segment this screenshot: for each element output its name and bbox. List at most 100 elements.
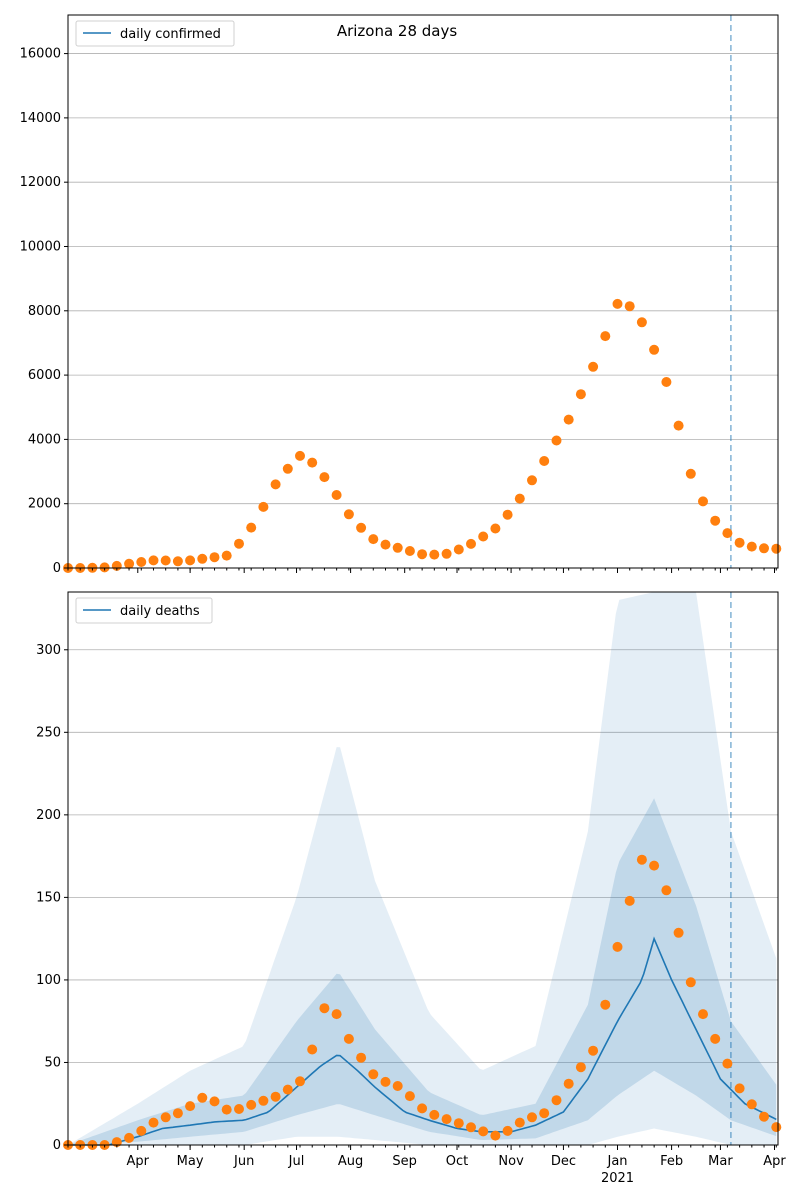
x-tick-label-apr: Apr: [127, 1154, 150, 1169]
point-deaths: [612, 941, 623, 952]
point-confirmed: [234, 538, 244, 549]
y-tick-label-250: 250: [36, 725, 61, 740]
point-deaths: [478, 1126, 489, 1137]
point-confirmed: [514, 493, 525, 504]
y-tick-label-0: 0: [53, 561, 61, 576]
point-confirmed: [404, 546, 415, 556]
y-tick-label-12000: 12000: [20, 175, 61, 190]
x-tick-label-jul: Jul: [288, 1154, 305, 1169]
y-tick-label-150: 150: [36, 890, 61, 905]
confirmed-legend: daily confirmed: [75, 20, 235, 47]
point-deaths: [624, 895, 635, 906]
point-deaths: [404, 1091, 415, 1102]
point-deaths: [392, 1081, 403, 1091]
point-deaths: [246, 1099, 257, 1110]
x-tick-label-may: May: [177, 1154, 204, 1169]
y-tick-label-2000: 2000: [28, 497, 61, 512]
point-confirmed: [734, 537, 745, 548]
point-confirmed: [673, 420, 684, 431]
y-tick-label-4000: 4000: [28, 432, 61, 447]
point-confirmed: [331, 490, 342, 500]
point-deaths: [734, 1083, 745, 1094]
point-confirmed: [270, 479, 281, 490]
x-tick-label-jun: Jun: [233, 1154, 254, 1169]
y-tick-label-100: 100: [36, 973, 61, 988]
point-deaths: [490, 1130, 501, 1141]
point-confirmed: [771, 543, 782, 554]
x-tick-label-dec: Dec: [551, 1154, 576, 1169]
deaths-frame: [67, 591, 779, 1146]
deaths-legend: daily deaths: [75, 597, 213, 624]
point-deaths: [441, 1114, 452, 1125]
point-confirmed: [588, 361, 599, 372]
x-tick-label-apr: Apr: [763, 1154, 786, 1169]
y-tick-label-300: 300: [36, 643, 61, 658]
point-confirmed: [295, 450, 305, 461]
point-confirmed: [246, 522, 257, 533]
point-confirmed: [258, 501, 269, 512]
point-confirmed: [124, 558, 135, 569]
point-confirmed: [759, 543, 769, 554]
legend-label-deaths: daily deaths: [120, 604, 200, 619]
point-confirmed: [746, 541, 757, 552]
point-confirmed: [490, 523, 501, 534]
point-confirmed: [624, 301, 635, 312]
point-confirmed: [136, 557, 147, 567]
point-confirmed: [551, 435, 562, 446]
x-tick-label-jan: Jan: [606, 1154, 627, 1169]
point-deaths: [466, 1122, 476, 1133]
point-deaths: [710, 1033, 721, 1044]
point-deaths: [319, 1003, 330, 1014]
confirmed-points: [63, 298, 782, 573]
point-deaths: [148, 1117, 159, 1128]
point-deaths: [136, 1125, 147, 1136]
point-deaths: [539, 1108, 550, 1119]
point-deaths: [417, 1103, 428, 1114]
point-deaths: [502, 1125, 513, 1136]
point-confirmed: [392, 542, 403, 553]
point-deaths: [575, 1062, 586, 1073]
point-confirmed: [478, 531, 489, 542]
point-confirmed: [197, 553, 208, 564]
y-tick-label-6000: 6000: [28, 368, 61, 383]
point-deaths: [270, 1091, 281, 1102]
point-confirmed: [563, 414, 574, 425]
point-deaths: [514, 1117, 525, 1128]
y-tick-label-0: 0: [53, 1138, 61, 1153]
point-deaths: [172, 1108, 183, 1119]
point-deaths: [588, 1045, 599, 1056]
point-deaths: [649, 860, 660, 871]
confirmed-frame: [67, 14, 779, 569]
point-deaths: [551, 1095, 562, 1106]
point-confirmed: [502, 509, 513, 520]
point-deaths: [722, 1058, 733, 1069]
point-deaths: [527, 1112, 537, 1123]
point-deaths: [368, 1069, 379, 1080]
deaths-x-axis: Apr May Jun Jul Aug Sep Oct Nov Dec Jan Feb Mar Apr 2…: [67, 1145, 786, 1186]
point-deaths: [661, 885, 672, 896]
point-confirmed: [368, 534, 379, 545]
point-confirmed: [661, 377, 672, 387]
point-deaths: [429, 1109, 440, 1120]
point-confirmed: [685, 468, 696, 479]
point-deaths: [673, 927, 684, 938]
deaths-points: [63, 854, 782, 1150]
point-deaths: [600, 999, 611, 1010]
deaths-panel: 0 50 100 150 200 250 300 Apr May Jun Jul Aug Sep Oct…: [36, 591, 786, 1186]
x-tick-label-nov: Nov: [498, 1154, 524, 1169]
deaths-uncertainty-bands: [68, 592, 777, 1145]
point-deaths: [380, 1076, 391, 1087]
point-confirmed: [466, 538, 476, 549]
x-tick-label-oct: Oct: [446, 1154, 468, 1169]
point-deaths: [160, 1112, 171, 1123]
confirmed-panel: 0 2000 4000 6000 8000 10000 12000 14000 16000 Ar…: [20, 14, 782, 576]
point-confirmed: [172, 556, 183, 567]
point-confirmed: [600, 331, 611, 342]
point-confirmed: [649, 344, 660, 355]
y-tick-label-50: 50: [44, 1055, 61, 1070]
y-tick-label-10000: 10000: [20, 239, 61, 254]
point-confirmed: [185, 555, 196, 566]
point-deaths: [343, 1033, 354, 1044]
point-deaths: [307, 1044, 318, 1055]
point-confirmed: [356, 522, 367, 533]
